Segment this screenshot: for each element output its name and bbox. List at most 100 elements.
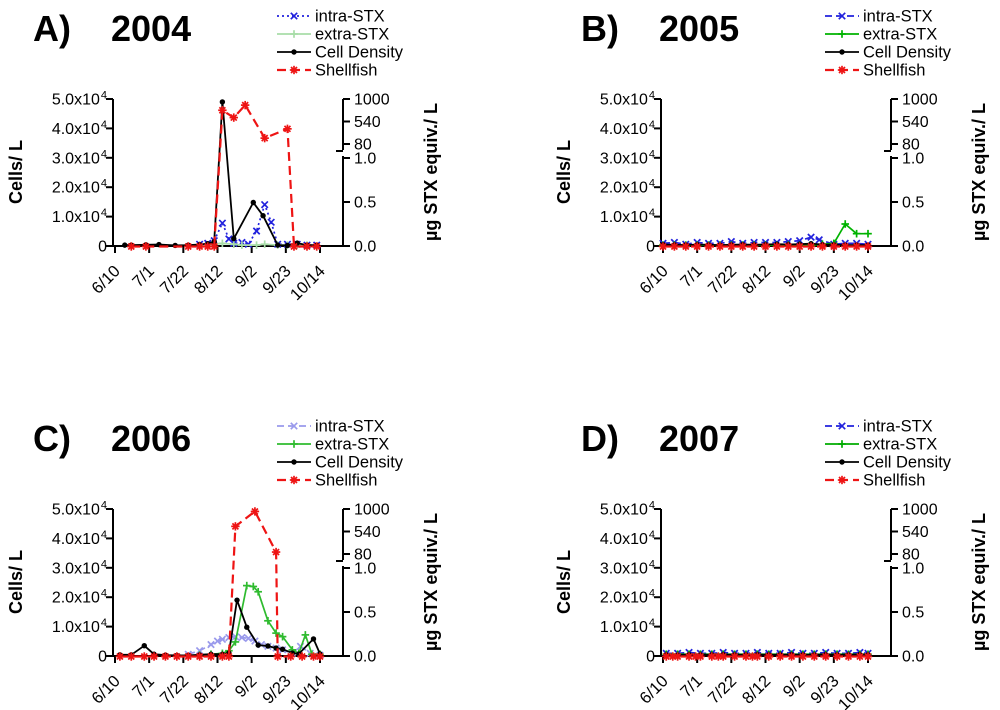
plus-marker xyxy=(242,581,251,590)
legend-label: extra-STX xyxy=(315,436,389,454)
legend-item-intra-STX: intra-STX xyxy=(277,8,385,26)
right-upper-tick-label: 1000 xyxy=(354,502,390,519)
x-tick-label: 8/12 xyxy=(739,262,774,297)
left-tick-label: 4.0x104 xyxy=(52,529,107,548)
legend-item-extra-STX: extra-STX xyxy=(825,436,937,454)
plus-marker xyxy=(838,30,846,38)
x-tick-label: 6/10 xyxy=(88,262,123,297)
x-marker xyxy=(838,422,846,430)
x-tick-label: 7/1 xyxy=(677,262,706,291)
plus-marker xyxy=(238,241,246,249)
dot-marker xyxy=(310,636,317,642)
right-upper-tick-label: 80 xyxy=(354,137,372,154)
star-marker xyxy=(302,242,312,251)
star-marker xyxy=(250,507,260,516)
star-marker xyxy=(231,522,240,531)
dot-marker xyxy=(291,49,297,55)
star-marker xyxy=(829,242,839,251)
star-marker xyxy=(730,652,739,661)
star-marker xyxy=(218,106,227,115)
legend-label: Shellfish xyxy=(863,472,925,490)
panel-b-label: B) xyxy=(581,8,619,49)
legend-item-extra-STX: extra-STX xyxy=(277,436,389,454)
star-marker xyxy=(837,65,847,75)
star-marker xyxy=(161,652,170,661)
dot-marker xyxy=(250,199,256,206)
star-marker xyxy=(271,547,281,557)
legend-label: intra-STX xyxy=(863,418,933,436)
axis-tick-labels: 5.0x104 4.0x104 3.0x104 2.0x104 1.0x104 0 6/10… xyxy=(600,90,938,305)
right-upper-tick-label: 540 xyxy=(902,524,929,541)
x-tick-label: 6/10 xyxy=(636,262,671,297)
legend-label: intra-STX xyxy=(315,8,385,26)
star-marker xyxy=(289,242,299,251)
star-marker xyxy=(832,652,842,661)
star-marker xyxy=(224,652,234,661)
plus-marker xyxy=(852,229,861,238)
legend-item-intra-STX: intra-STX xyxy=(277,418,385,436)
star-marker xyxy=(852,242,861,251)
legend-item-Cell Density: Cell Density xyxy=(277,454,404,472)
series-markers xyxy=(115,507,325,661)
panel-C: 5.0x104 4.0x104 3.0x104 2.0x104 1.0x104 0 6/10… xyxy=(6,418,441,710)
x-marker xyxy=(807,233,815,242)
axis-tick-labels: 5.0x104 4.0x104 3.0x104 2.0x104 1.0x104 0 6/10… xyxy=(600,500,938,710)
legend-item-intra-STX: intra-STX xyxy=(825,8,933,26)
star-marker xyxy=(821,652,830,661)
star-marker xyxy=(115,652,125,661)
star-marker xyxy=(297,652,307,661)
panel-b-title: B) 2005 xyxy=(581,8,739,50)
plus-marker xyxy=(278,632,287,641)
star-marker xyxy=(863,652,873,661)
star-marker xyxy=(260,133,269,143)
star-marker xyxy=(681,242,690,251)
legend-label: Cell Density xyxy=(863,454,952,472)
panel-A: 5.0x104 4.0x104 3.0x104 2.0x104 1.0x104 0 6/10… xyxy=(6,8,441,305)
star-marker xyxy=(684,652,694,661)
star-marker xyxy=(704,242,713,251)
panel-B: 5.0x104 4.0x104 3.0x104 2.0x104 1.0x104 0 6/10… xyxy=(554,8,989,305)
left-tick-label: 0 xyxy=(98,239,107,256)
right-axis-label: µg STX equiv./ L xyxy=(421,513,441,651)
right-lower-tick-label: 1.0 xyxy=(354,561,376,578)
left-tick-label: 5.0x104 xyxy=(600,90,655,109)
panel-a-year: 2004 xyxy=(111,8,192,49)
star-marker xyxy=(286,652,295,661)
x-marker xyxy=(267,218,275,227)
star-marker xyxy=(810,652,819,661)
plus-marker xyxy=(260,240,269,249)
star-marker xyxy=(273,652,282,661)
star-marker xyxy=(195,652,204,661)
star-marker xyxy=(184,652,193,661)
dot-marker xyxy=(260,213,266,219)
star-marker xyxy=(863,242,873,251)
star-marker xyxy=(696,652,705,661)
left-tick-label: 4.0x104 xyxy=(600,529,655,548)
plus-marker xyxy=(231,638,240,646)
x-tick-label: 7/22 xyxy=(705,672,740,707)
dot-marker xyxy=(839,459,845,465)
x-tick-label: 8/12 xyxy=(191,672,226,707)
series-Shellfish xyxy=(115,507,325,661)
x-tick-label: 10/14 xyxy=(287,262,329,304)
right-lower-tick-label: 0.0 xyxy=(902,649,924,666)
star-marker xyxy=(195,242,204,251)
star-marker xyxy=(283,124,292,134)
legend-item-intra-STX: intra-STX xyxy=(825,418,933,436)
legend-label: Cell Density xyxy=(315,454,404,472)
panel-d-label: D) xyxy=(581,418,619,459)
plus-marker xyxy=(290,30,298,38)
star-marker xyxy=(206,652,216,661)
plus-marker xyxy=(841,220,850,228)
plus-marker xyxy=(264,617,272,625)
left-tick-label: 2.0x104 xyxy=(52,178,107,197)
dot-marker xyxy=(231,235,237,242)
right-upper-tick-label: 540 xyxy=(354,524,381,541)
panel-d-title: D) 2007 xyxy=(581,418,739,460)
star-marker xyxy=(795,242,804,251)
x-marker xyxy=(207,640,215,649)
left-tick-label: 5.0x104 xyxy=(52,500,107,519)
right-upper-tick-label: 80 xyxy=(902,547,920,564)
